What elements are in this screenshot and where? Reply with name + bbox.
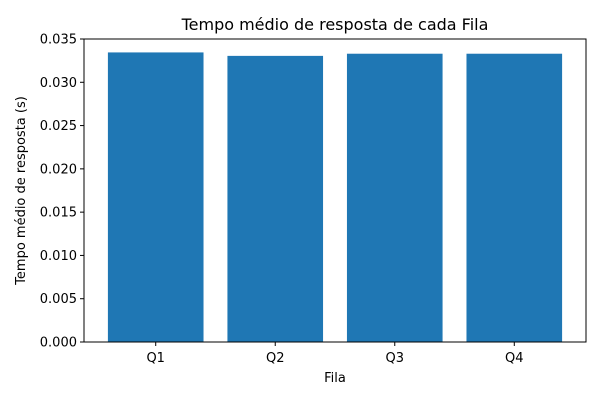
y-tick-label: 0.025 (40, 119, 77, 134)
bar-q3 (346, 53, 443, 342)
y-tick-label: 0.005 (40, 292, 77, 307)
bar-q4 (466, 53, 563, 342)
y-tick-label: 0.020 (40, 162, 77, 177)
x-axis: Q1 Q2 Q3 Q4 (146, 342, 524, 366)
bars-group (107, 52, 563, 343)
x-tick-label: Q3 (386, 351, 405, 366)
y-tick-label: 0.035 (40, 33, 77, 48)
x-axis-label: Fila (324, 371, 346, 386)
plot-frame (83, 38, 587, 343)
y-tick-label: 0.010 (40, 249, 77, 264)
y-tick-label: 0.000 (40, 336, 77, 351)
x-tick-label: Q2 (266, 351, 285, 366)
y-tick-label: 0.030 (40, 76, 77, 91)
x-tick-label: Q4 (505, 351, 524, 366)
y-axis-label: Tempo médio de resposta (s) (14, 96, 29, 286)
y-tick-label: 0.015 (40, 206, 77, 221)
bar-q2 (227, 55, 324, 342)
y-axis: 0.000 0.005 0.010 0.015 0.020 0.025 0.030 0.035 (40, 33, 84, 351)
bar-q1 (107, 52, 204, 343)
x-tick-label: Q1 (146, 351, 165, 366)
chart-title: Tempo médio de resposta de cada Fila (181, 15, 489, 34)
